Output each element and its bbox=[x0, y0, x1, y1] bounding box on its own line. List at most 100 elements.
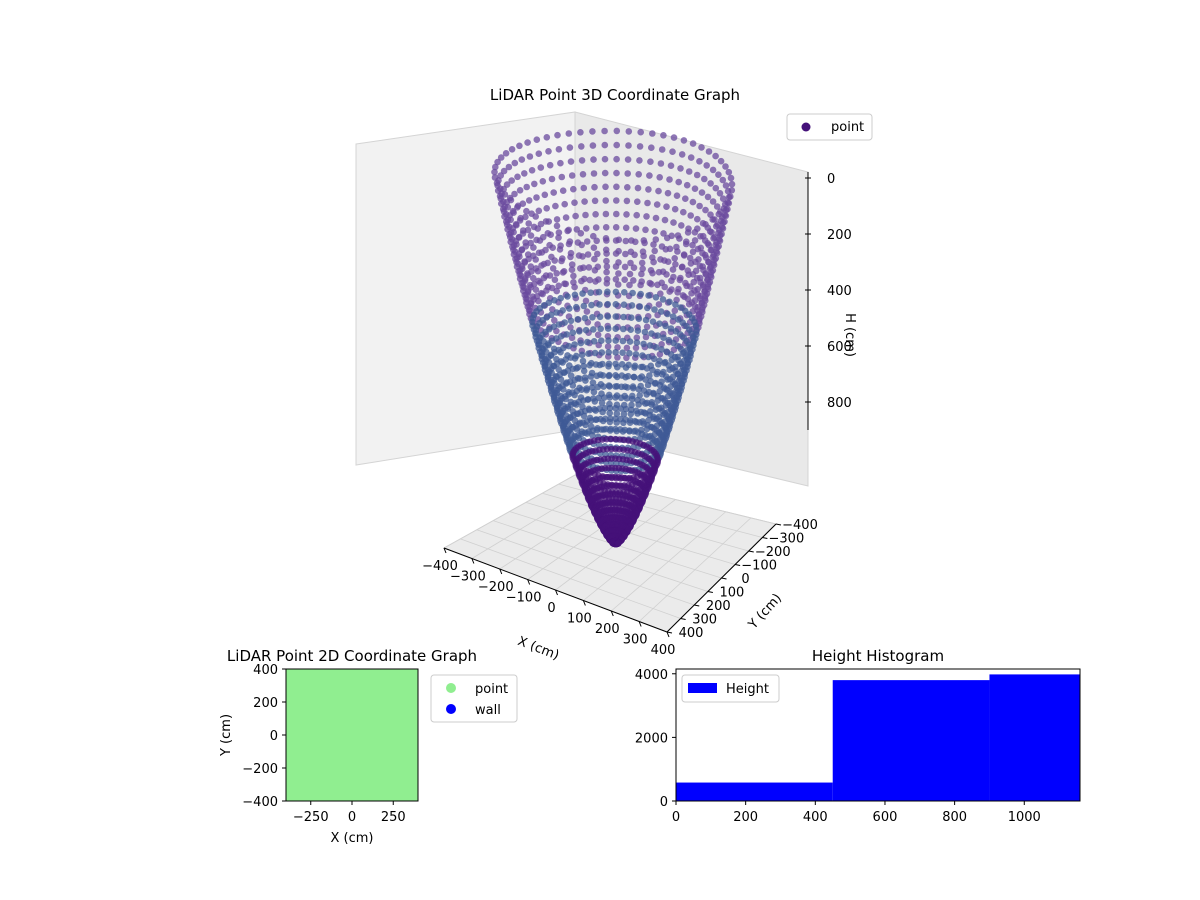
y-tick-label-3d: −400 bbox=[782, 518, 818, 533]
data-point-3d bbox=[622, 224, 630, 232]
data-point-3d bbox=[593, 237, 600, 245]
legend-hist: Height bbox=[681, 674, 780, 703]
data-point-3d bbox=[592, 211, 599, 218]
data-point-3d bbox=[672, 261, 679, 268]
data-point-3d bbox=[678, 151, 686, 158]
histogram-bar bbox=[676, 782, 833, 801]
data-point-3d bbox=[629, 289, 636, 297]
legend-hist-label: Height bbox=[726, 682, 769, 697]
data-point-3d bbox=[583, 385, 590, 392]
x-tick-label-3d: −300 bbox=[450, 570, 486, 585]
data-point-3d bbox=[722, 206, 730, 214]
data-point-3d bbox=[545, 218, 552, 225]
x-tick-3d bbox=[666, 631, 670, 638]
data-point-3d bbox=[518, 156, 526, 163]
z-axis-label: H (cm) bbox=[842, 313, 857, 357]
data-point-3d bbox=[717, 157, 725, 165]
data-point-3d bbox=[619, 349, 626, 357]
data-point-3d bbox=[509, 207, 517, 215]
data-point-3d bbox=[620, 410, 628, 418]
data-point-3d bbox=[550, 323, 558, 331]
data-point-3d bbox=[574, 239, 582, 246]
data-point-3d bbox=[642, 376, 649, 383]
data-point-3d bbox=[624, 184, 631, 191]
data-point-3d bbox=[617, 394, 625, 402]
x-tick-label-3d: 200 bbox=[595, 622, 620, 637]
data-point-3d bbox=[656, 174, 663, 181]
data-point-3d bbox=[543, 134, 551, 141]
data-point-3d bbox=[530, 252, 537, 260]
data-point-3d bbox=[603, 275, 611, 283]
data-point-3d bbox=[647, 267, 655, 274]
x-tick-3d bbox=[443, 547, 447, 554]
data-point-3d bbox=[546, 272, 554, 279]
data-point-3d bbox=[699, 220, 707, 227]
point-area bbox=[286, 669, 418, 801]
data-point-3d bbox=[557, 333, 565, 340]
data-point-3d bbox=[696, 202, 703, 210]
data-point-3d bbox=[705, 280, 712, 288]
data-point-3d bbox=[626, 338, 634, 345]
data-point-3d bbox=[645, 186, 652, 193]
data-point-3d bbox=[719, 219, 727, 226]
data-point-3d bbox=[721, 201, 729, 208]
data-point-3d bbox=[547, 231, 554, 238]
data-point-3d bbox=[561, 319, 568, 326]
data-point-3d bbox=[584, 338, 591, 346]
data-point-3d bbox=[646, 279, 654, 287]
data-point-3d bbox=[644, 199, 651, 207]
data-point-3d bbox=[604, 325, 612, 332]
data-point-3d bbox=[666, 176, 673, 183]
data-point-3d bbox=[594, 331, 602, 339]
data-point-3d bbox=[719, 213, 726, 221]
y-tick-label-3d: −200 bbox=[755, 545, 791, 560]
data-point-3d bbox=[603, 263, 611, 270]
data-point-3d bbox=[583, 238, 591, 245]
data-point-3d bbox=[682, 279, 689, 287]
data-point-3d bbox=[594, 263, 602, 271]
histogram-bar bbox=[989, 674, 1080, 801]
data-point-3d bbox=[569, 329, 577, 337]
data-point-3d bbox=[549, 244, 556, 251]
data-point-3d bbox=[612, 313, 620, 320]
data-point-3d bbox=[643, 365, 651, 372]
data-point-3d bbox=[585, 264, 593, 271]
data-point-3d bbox=[555, 321, 563, 328]
data-point-3d bbox=[606, 371, 613, 379]
data-point-3d bbox=[698, 189, 706, 196]
data-point-3d bbox=[633, 211, 640, 219]
data-point-3d bbox=[668, 232, 675, 240]
data-point-3d bbox=[572, 212, 579, 220]
data-point-3d bbox=[594, 383, 602, 391]
data-point-3d bbox=[602, 210, 610, 218]
data-point-3d bbox=[602, 425, 610, 433]
data-point-3d bbox=[625, 361, 632, 369]
data-point-3d bbox=[601, 405, 609, 412]
data-point-3d bbox=[713, 203, 721, 210]
data-point-3d bbox=[612, 301, 620, 308]
data-point-3d bbox=[561, 200, 568, 208]
x-ticks-2d: −250 0 250 bbox=[293, 801, 406, 825]
data-point-3d bbox=[628, 401, 635, 409]
data-point-3d bbox=[578, 386, 585, 394]
data-point-3d bbox=[642, 226, 649, 234]
y-tick-label-3d: 400 bbox=[679, 626, 704, 641]
data-point-3d bbox=[587, 289, 594, 297]
data-point-3d bbox=[633, 334, 641, 342]
data-point-3d bbox=[607, 425, 614, 433]
data-point-3d bbox=[612, 383, 619, 390]
data-point-3d bbox=[649, 318, 657, 326]
data-point-3d bbox=[581, 198, 588, 205]
data-point-3d bbox=[687, 283, 694, 290]
data-point-3d bbox=[646, 342, 654, 349]
y-tick-label-3d: 100 bbox=[719, 586, 744, 601]
data-point-3d bbox=[709, 166, 717, 174]
data-point-3d bbox=[702, 206, 709, 214]
data-point-3d bbox=[567, 354, 574, 361]
y-tick-label-2d: 0 bbox=[270, 729, 278, 744]
data-point-3d bbox=[612, 372, 619, 379]
data-point-3d bbox=[590, 338, 598, 345]
data-point-3d bbox=[548, 311, 555, 319]
data-point-3d bbox=[565, 342, 572, 350]
